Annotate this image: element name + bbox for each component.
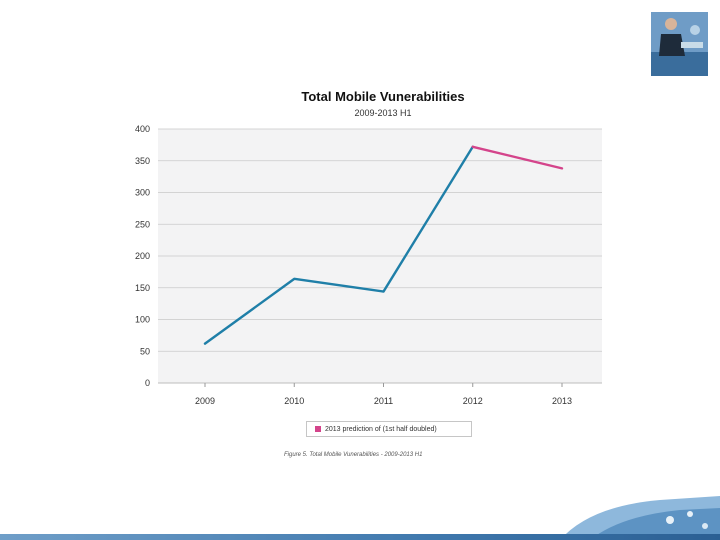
legend: 2013 prediction of (1st half doubled) [306,421,472,437]
bottom-bar [0,534,720,540]
x-tick-label: 2010 [284,396,304,406]
legend-swatch [315,426,321,432]
y-tick-label: 0 [145,378,150,388]
legend-label: 2013 prediction of (1st half doubled) [325,425,437,433]
chart-title: Total Mobile Vunerabilities [301,89,465,104]
x-tick-label: 2011 [374,396,393,406]
y-axis-tick-labels: 0 50 100 150 200 250 300 350 400 [135,124,150,388]
y-tick-label: 350 [135,156,150,166]
series-line-prediction [471,145,564,170]
x-tick-label: 2013 [552,396,572,406]
x-tick-label: 2009 [195,396,215,406]
x-axis-tick-labels: 2009 2010 2011 2012 2013 [195,396,572,406]
y-tick-label: 50 [140,346,150,356]
y-tick-label: 150 [135,283,150,293]
y-tick-label: 100 [135,315,150,325]
series-group [203,145,564,345]
x-tick-label: 2012 [463,396,483,406]
y-tick-label: 400 [135,124,150,134]
x-axis-tick-marks [204,383,563,387]
corner-photo [651,12,708,76]
chart-subtitle: 2009-2013 H1 [354,108,412,118]
y-tick-label: 300 [135,188,150,198]
decorative-bottom-graphic [560,496,720,540]
y-tick-label: 250 [135,219,150,229]
figure-caption: Figure 5. Total Mobile Vunerabilities - … [284,452,423,458]
y-tick-label: 200 [135,251,150,261]
series-line-total [203,145,474,345]
